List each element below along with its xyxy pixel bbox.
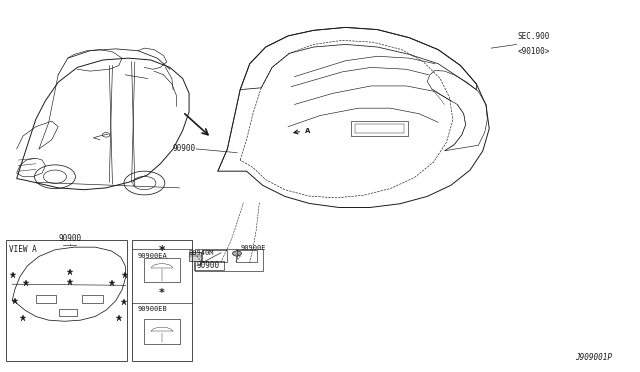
Text: 90900E: 90900E [240, 245, 266, 251]
Bar [351, 121, 408, 136]
Text: *: * [159, 288, 165, 298]
Text: 90940M: 90940M [189, 250, 214, 256]
Bar [202, 250, 227, 262]
Bar [195, 249, 262, 271]
Bar [83, 295, 103, 303]
Bar [36, 295, 56, 303]
Bar [132, 240, 192, 361]
Bar [60, 309, 77, 317]
Text: 90900: 90900 [58, 234, 81, 243]
Circle shape [232, 251, 241, 256]
Text: 90900: 90900 [196, 261, 220, 270]
Text: SEC.900: SEC.900 [518, 32, 550, 41]
Text: 90900EB: 90900EB [138, 307, 168, 312]
Bar [145, 320, 179, 343]
Bar [193, 261, 224, 270]
Text: J909001P: J909001P [575, 353, 612, 362]
Text: VIEW A: VIEW A [9, 245, 36, 254]
Text: *: * [159, 244, 165, 257]
Bar [236, 250, 257, 262]
Bar [355, 124, 404, 134]
Bar [6, 240, 127, 361]
Text: 90900: 90900 [172, 144, 195, 153]
Bar [189, 251, 200, 261]
Text: <90100>: <90100> [518, 47, 550, 56]
Text: 90900EA: 90900EA [138, 253, 168, 259]
Text: A: A [305, 128, 310, 134]
Bar [145, 258, 179, 282]
